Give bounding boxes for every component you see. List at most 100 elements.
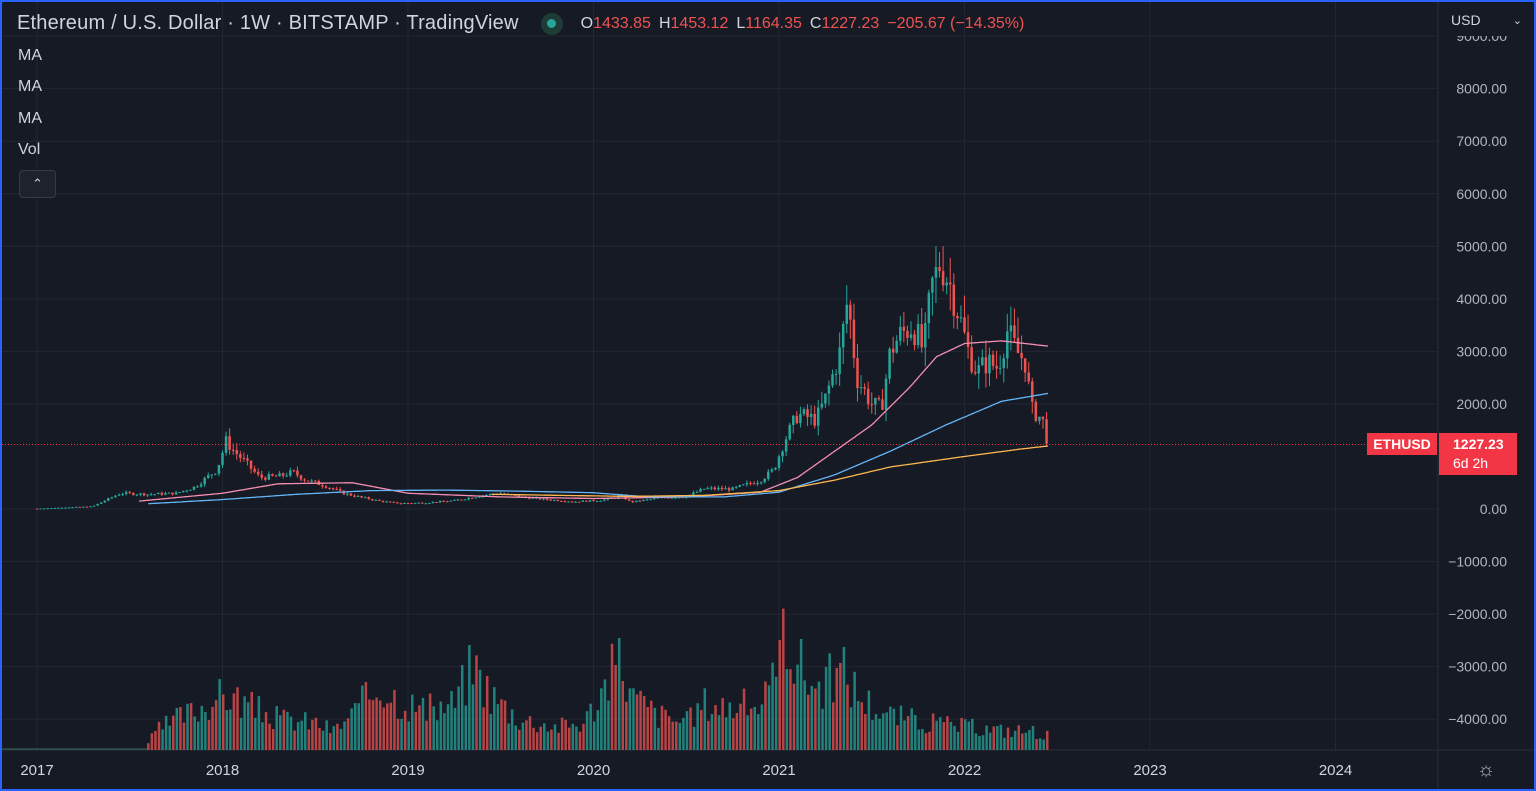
candle-body bbox=[916, 324, 920, 346]
volume-bar bbox=[353, 703, 357, 750]
volume-bar bbox=[289, 716, 293, 750]
candle-body bbox=[306, 480, 310, 482]
volume-bar bbox=[924, 733, 928, 750]
volume-bar bbox=[296, 722, 300, 750]
candle-body bbox=[310, 480, 313, 482]
market-status-icon[interactable] bbox=[540, 12, 563, 35]
candle-body bbox=[549, 499, 552, 501]
volume-bar bbox=[200, 705, 204, 750]
volume-bar bbox=[307, 729, 311, 750]
candle-body bbox=[863, 387, 866, 389]
volume-bar bbox=[914, 714, 917, 750]
volume-bar bbox=[682, 717, 685, 750]
candle-body bbox=[328, 487, 331, 489]
candle-body bbox=[235, 450, 239, 455]
candle-body bbox=[488, 494, 492, 496]
volume-bar bbox=[621, 681, 625, 750]
volume-bar bbox=[714, 705, 717, 750]
candle-body bbox=[759, 482, 763, 484]
volume-bar bbox=[175, 708, 179, 750]
volume-bar bbox=[196, 721, 200, 750]
candle-body bbox=[745, 482, 749, 485]
candle-body bbox=[838, 347, 841, 374]
settings-gear-icon[interactable]: ☼ bbox=[1476, 759, 1496, 781]
time-tick-label: 2018 bbox=[206, 762, 239, 779]
volume-bar bbox=[739, 703, 742, 750]
volume-bar bbox=[949, 721, 953, 750]
indicator-volume[interactable]: Vol bbox=[18, 141, 41, 158]
volume-bar bbox=[496, 704, 500, 750]
volume-bar bbox=[318, 727, 321, 750]
candle-body bbox=[781, 451, 784, 457]
volume-bar bbox=[732, 718, 735, 750]
volume-bar bbox=[500, 699, 503, 750]
last-price-tag: 1227.23 6d 2h bbox=[1439, 433, 1517, 475]
candle-body bbox=[178, 492, 181, 494]
symbol-title[interactable]: Ethereum / U.S. Dollar · 1W · BITSTAMP ·… bbox=[17, 12, 519, 34]
candle-body bbox=[585, 500, 588, 502]
candle-body bbox=[403, 502, 406, 504]
candle-body bbox=[920, 324, 923, 348]
volume-bar bbox=[971, 718, 974, 750]
candle-body bbox=[973, 371, 977, 374]
volume-bar bbox=[667, 716, 671, 750]
candle-body bbox=[963, 317, 966, 333]
volume-bar bbox=[921, 728, 924, 750]
volume-bar bbox=[650, 700, 653, 750]
candle-body bbox=[638, 500, 642, 502]
candle-body bbox=[742, 484, 745, 486]
candle-body bbox=[107, 498, 110, 501]
candle-body bbox=[588, 500, 592, 502]
candle-body bbox=[845, 304, 849, 325]
volume-bar bbox=[361, 685, 364, 750]
candle-body bbox=[413, 502, 417, 504]
volume-bar bbox=[339, 728, 343, 750]
candle-body bbox=[321, 484, 324, 487]
price-tick-label: 7000.00 bbox=[1456, 133, 1507, 149]
volume-bar bbox=[799, 638, 803, 750]
candle-body bbox=[467, 497, 470, 500]
volume-bar bbox=[1006, 727, 1010, 750]
volume-bar bbox=[543, 723, 546, 750]
candle-body bbox=[966, 332, 970, 348]
volume-bar bbox=[728, 702, 732, 750]
volume-bar bbox=[236, 687, 239, 750]
currency-selector[interactable]: USD ⌄ bbox=[1439, 4, 1534, 36]
indicator-ma-2[interactable]: MA bbox=[18, 78, 42, 95]
volume-bar bbox=[899, 705, 903, 750]
volume-bar bbox=[350, 708, 353, 750]
volume-bar bbox=[821, 708, 824, 750]
candle-body bbox=[421, 502, 424, 504]
candle-body bbox=[841, 324, 845, 348]
candle-body bbox=[542, 498, 545, 500]
candle-body bbox=[731, 487, 734, 491]
volume-bar bbox=[214, 700, 218, 750]
candle-body bbox=[271, 474, 274, 476]
volume-bar bbox=[646, 707, 649, 750]
candle-body bbox=[192, 486, 196, 490]
candle-body bbox=[289, 470, 292, 476]
candle-body bbox=[456, 499, 460, 501]
volume-bar bbox=[942, 722, 946, 750]
collapse-legend-button[interactable]: ⌃ bbox=[19, 170, 56, 198]
candle-body bbox=[709, 487, 713, 489]
candle-body bbox=[1020, 352, 1023, 359]
indicator-ma-3[interactable]: MA bbox=[18, 110, 42, 127]
candle-body bbox=[538, 497, 542, 500]
candle-body bbox=[296, 470, 299, 476]
candle-body bbox=[777, 456, 781, 468]
candle-body bbox=[42, 508, 46, 510]
volume-bar bbox=[557, 732, 560, 750]
candle-body bbox=[827, 385, 831, 394]
volume-bar bbox=[432, 706, 435, 750]
symbol-price-tag: ETHUSD bbox=[1367, 433, 1437, 455]
volume-bar bbox=[286, 711, 289, 750]
price-tick-label: 4000.00 bbox=[1456, 291, 1507, 307]
candle-body bbox=[67, 507, 71, 509]
volume-bar bbox=[264, 712, 268, 750]
candle-body bbox=[717, 487, 720, 490]
time-tick-label: 2017 bbox=[20, 762, 53, 779]
indicator-ma-1[interactable]: MA bbox=[18, 47, 42, 64]
